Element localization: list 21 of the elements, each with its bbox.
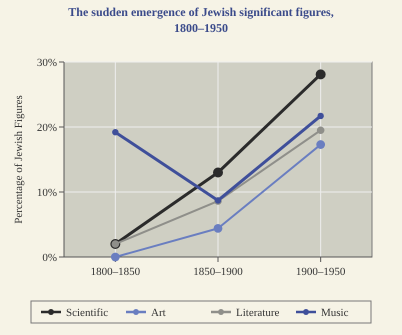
- y-tick-label: 10%: [36, 187, 57, 199]
- y-tick-label: 0%: [42, 252, 57, 264]
- point: [316, 140, 326, 149]
- legend-label: Scientific: [66, 307, 108, 319]
- legend-label: Literature: [236, 307, 280, 319]
- point: [110, 252, 120, 262]
- y-tick-label: 30%: [36, 57, 57, 69]
- chart-title: The sudden emergence of Jewish significant figures, 1800–1950: [68, 5, 334, 35]
- point: [316, 69, 326, 80]
- x-tick-label: 1900–1950: [296, 266, 346, 278]
- point: [214, 224, 222, 233]
- point: [317, 112, 324, 120]
- x-tick-label: 1850–1900: [193, 266, 244, 278]
- point: [112, 129, 119, 136]
- legend-label: Art: [151, 307, 166, 319]
- point: [316, 126, 324, 134]
- y-axis-title: Percentage of Jewish Figures: [13, 95, 25, 224]
- y-tick-label: 20%: [36, 122, 57, 134]
- point: [213, 168, 223, 178]
- x-tick-label: 1800–1850: [90, 266, 141, 278]
- legend-label: Music: [321, 307, 349, 319]
